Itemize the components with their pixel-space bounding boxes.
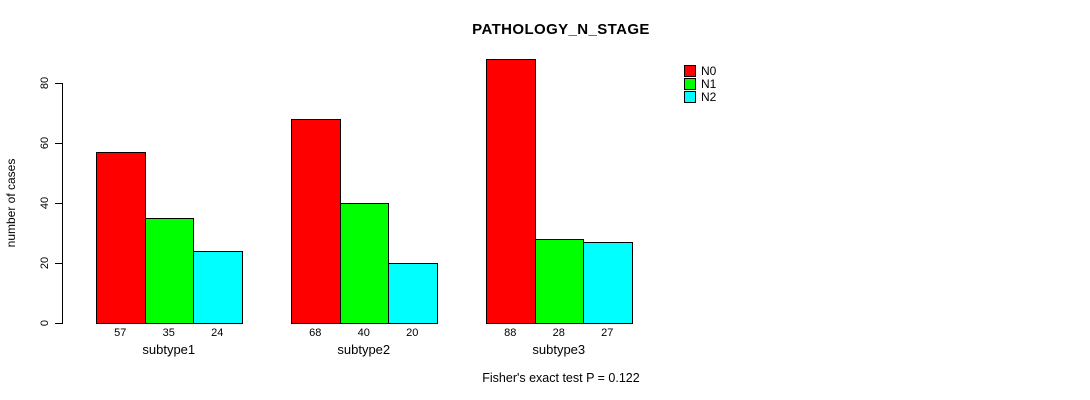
annotation-text: Fisher's exact test P = 0.122 — [482, 371, 640, 385]
y-axis-tick-label: 80 — [39, 76, 51, 90]
legend-item-n2: N2 — [684, 89, 717, 104]
y-axis-tick — [55, 143, 62, 144]
legend-swatch-n0 — [684, 64, 696, 77]
bar-value-label: 20 — [406, 327, 419, 339]
legend-label: N0 — [701, 63, 717, 78]
chart-title: PATHOLOGY_N_STAGE — [472, 21, 650, 38]
bar-value-label: 35 — [162, 327, 175, 339]
bar-n2-subtype1 — [193, 251, 243, 324]
bar-value-label: 68 — [309, 327, 322, 339]
bar-n0-subtype2 — [291, 119, 341, 324]
y-axis-tick-label: 20 — [39, 256, 51, 270]
legend-label: N2 — [701, 89, 717, 104]
y-axis-tick — [55, 323, 62, 324]
legend-swatch-n1 — [684, 77, 696, 90]
y-axis-tick-label: 40 — [39, 196, 51, 210]
legend-item-n1: N1 — [684, 76, 717, 91]
bar-value-label: 57 — [114, 327, 127, 339]
bar-n1-subtype3 — [534, 239, 584, 324]
y-axis-tick — [55, 203, 62, 204]
bar-value-label: 88 — [504, 327, 517, 339]
bar-n1-subtype1 — [144, 218, 194, 324]
legend-item-n0: N0 — [684, 63, 717, 78]
y-axis-tick — [55, 263, 62, 264]
legend-swatch-n2 — [684, 90, 696, 103]
bar-n2-subtype2 — [388, 263, 438, 324]
bar-n0-subtype1 — [96, 152, 146, 324]
bar-n2-subtype3 — [583, 242, 633, 324]
bar-value-label: 27 — [601, 327, 614, 339]
category-label: subtype3 — [532, 342, 586, 357]
bar-n1-subtype2 — [339, 203, 389, 324]
bar-value-label: 24 — [211, 327, 224, 339]
y-axis-tick — [55, 83, 62, 84]
bar-n0-subtype3 — [486, 59, 536, 324]
bar-value-label: 40 — [357, 327, 370, 339]
y-axis-tick-label: 60 — [39, 136, 51, 150]
legend-label: N1 — [701, 76, 717, 91]
category-label: subtype2 — [337, 342, 391, 357]
category-label: subtype1 — [142, 342, 196, 357]
y-axis-tick-label: 0 — [39, 319, 51, 327]
y-axis-line — [62, 83, 63, 324]
bar-value-label: 28 — [552, 327, 565, 339]
legend: N0 N1 N2 — [684, 63, 717, 104]
